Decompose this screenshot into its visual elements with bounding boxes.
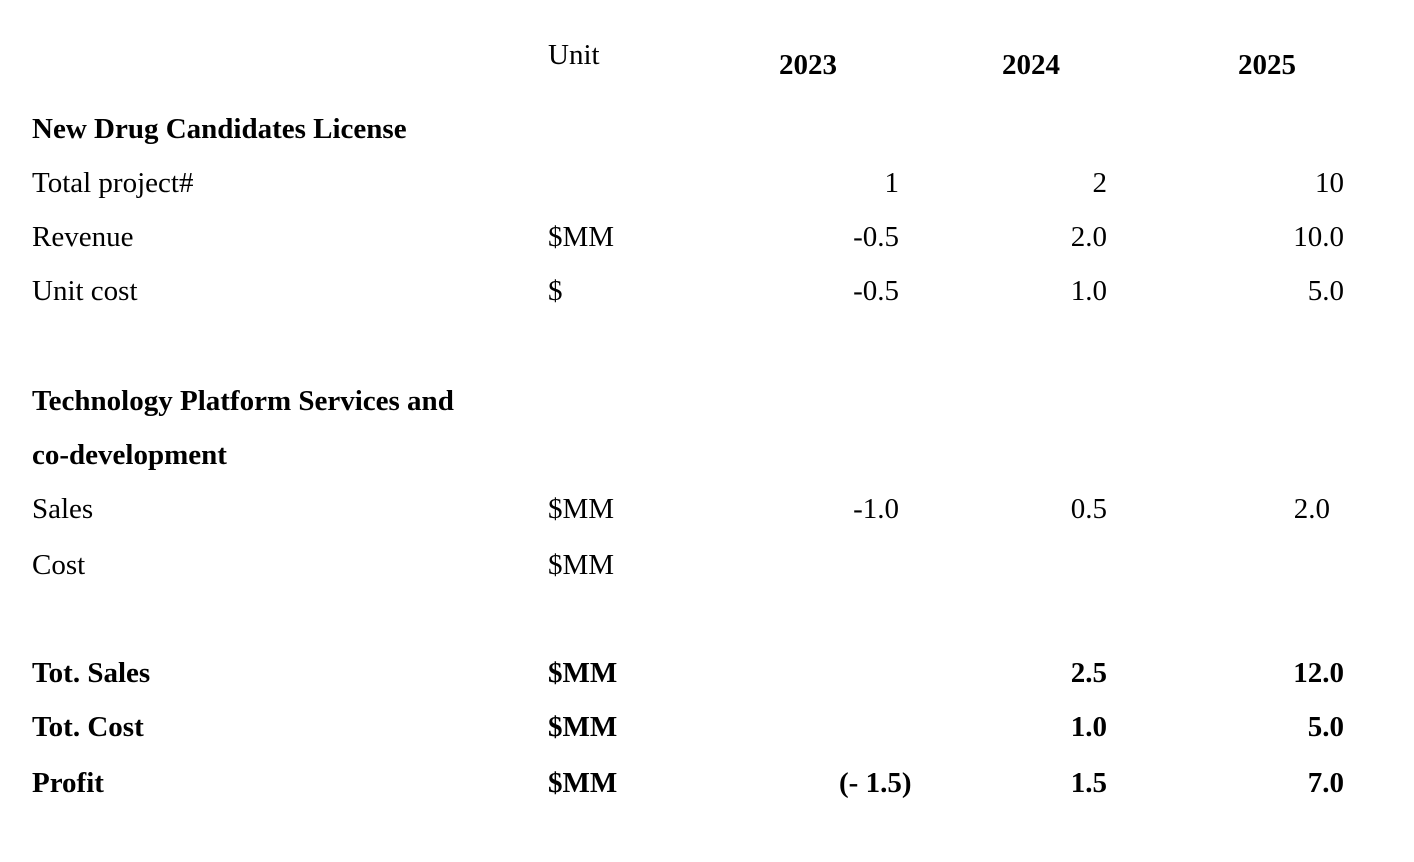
row-value-revenue-2024: 2.0	[1070, 221, 1107, 253]
row-unit-cost: $MM	[548, 549, 615, 581]
row-value-sales-2025: 2.0	[1293, 493, 1330, 525]
total-unit-tot-sales: $MM	[548, 657, 618, 689]
row-value-total-project-2024: 2	[1092, 167, 1108, 199]
row-value-sales-2024: 0.5	[1070, 493, 1107, 525]
header-year-2025: 2025	[1238, 49, 1296, 81]
row-unit-unit-cost: $	[548, 275, 563, 307]
total-value-profit-2023: (- 1.5)	[839, 767, 912, 799]
header-year-2023: 2023	[779, 49, 837, 81]
header-year-2024: 2024	[1002, 49, 1060, 81]
row-unit-sales: $MM	[548, 493, 615, 525]
section-title-tech-platform-line2: co-development	[32, 439, 227, 471]
total-unit-tot-cost: $MM	[548, 711, 618, 743]
row-value-unit-cost-2024: 1.0	[1070, 275, 1107, 307]
row-value-unit-cost-2025: 5.0	[1307, 275, 1344, 307]
row-value-revenue-2025: 10.0	[1293, 221, 1344, 253]
total-value-profit-2024: 1.5	[1070, 767, 1107, 799]
header-unit: Unit	[548, 39, 600, 71]
row-value-total-project-2023: 1	[884, 167, 900, 199]
total-unit-profit: $MM	[548, 767, 618, 799]
total-value-tot-sales-2024: 2.5	[1070, 657, 1107, 689]
row-label-sales: Sales	[32, 493, 94, 525]
section-title-tech-platform-line1: Technology Platform Services and	[32, 385, 454, 417]
row-unit-revenue: $MM	[548, 221, 615, 253]
total-label-tot-cost: Tot. Cost	[32, 711, 144, 743]
total-label-tot-sales: Tot. Sales	[32, 657, 151, 689]
row-label-cost: Cost	[32, 549, 86, 581]
row-label-unit-cost: Unit cost	[32, 275, 138, 307]
total-value-tot-cost-2025: 5.0	[1307, 711, 1344, 743]
total-value-profit-2025: 7.0	[1307, 767, 1344, 799]
row-value-sales-2023: -1.0	[853, 493, 899, 525]
row-value-unit-cost-2023: -0.5	[853, 275, 899, 307]
row-value-total-project-2025: 10	[1315, 167, 1344, 199]
section-title-new-drug: New Drug Candidates License	[32, 113, 407, 145]
row-label-revenue: Revenue	[32, 221, 134, 253]
total-value-tot-sales-2025: 12.0	[1293, 657, 1344, 689]
row-value-revenue-2023: -0.5	[853, 221, 899, 253]
total-label-profit: Profit	[32, 767, 104, 799]
total-value-tot-cost-2024: 1.0	[1070, 711, 1107, 743]
row-label-total-project: Total project#	[32, 167, 194, 199]
